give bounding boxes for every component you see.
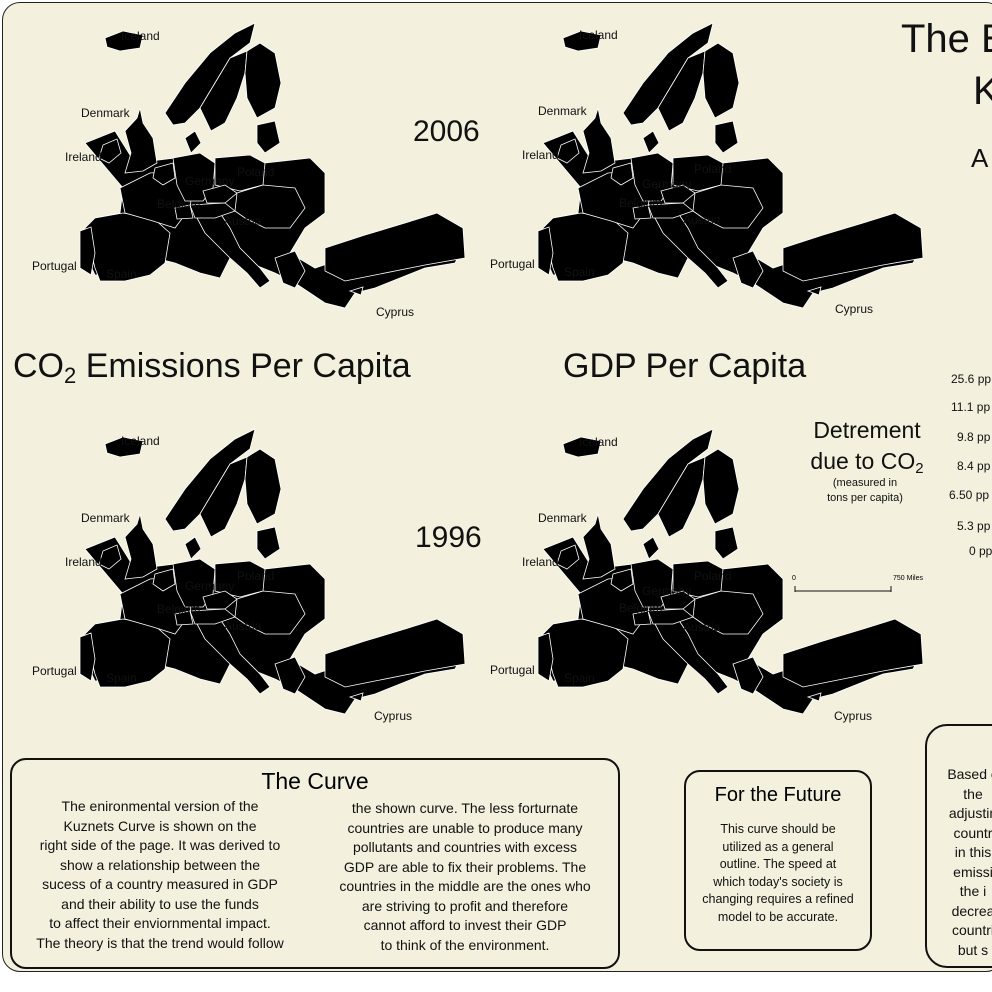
year-label-bottom: 1996: [415, 521, 482, 554]
map-label-germany: Germany: [642, 177, 692, 191]
main-title-line1: The E: [901, 17, 992, 61]
map-label-poland: Poland: [694, 162, 732, 176]
map-label-germany: Germany: [185, 579, 235, 593]
map-label-belgium: Belgium: [619, 601, 663, 615]
map-label-poland: Poland: [237, 569, 275, 583]
legend-value: 0 pp: [969, 544, 992, 558]
map-label-portugal: Portugal: [32, 664, 77, 678]
map-label-portugal: Portugal: [490, 663, 535, 677]
legend-subtitle-2: tons per capita): [827, 492, 903, 504]
legend-value: 6.50 pp: [949, 488, 990, 502]
future-box-text: This curve should be utilized as a gener…: [702, 822, 854, 924]
map-label-ireland: Ireland: [65, 150, 102, 164]
curve-box-title: The Curve: [261, 768, 369, 794]
map-label-denmark: Denmark: [81, 106, 130, 120]
poster-canvas: Iceland Denmark Ireland Poland Germany B…: [2, 2, 992, 972]
co2-section-title: CO2 Emissions Per Capita: [13, 347, 411, 388]
future-text-box: For the Future This curve should be util…: [684, 770, 872, 951]
legend-heading: Detrement: [813, 417, 921, 443]
map-label-denmark: Denmark: [538, 511, 587, 525]
legend-value: 25.6 pp: [951, 372, 992, 386]
right-text-box: [925, 724, 992, 968]
gdp-section-title: GDP Per Capita: [563, 347, 807, 385]
right-box-text: Based o the adjustin countr in this emis…: [947, 766, 992, 958]
map-label-poland: Poland: [694, 569, 732, 583]
map-label-iceland: Iceland: [121, 29, 160, 43]
map-label-ireland: Ireland: [522, 148, 559, 162]
map-label-cyprus: Cyprus: [374, 709, 413, 723]
map-label-portugal: Portugal: [32, 259, 77, 273]
map-label-denmark: Denmark: [81, 511, 130, 525]
curve-text-left: The enironmental version of the Kuznets …: [36, 798, 284, 951]
scale-end: 750 Miles: [893, 575, 923, 582]
map-label-cyprus: Cyprus: [376, 305, 415, 319]
curve-text-right: the shown curve. The less forturnate cou…: [339, 800, 591, 953]
map-label-ireland: Ireland: [522, 555, 559, 569]
map-label-iceland: Iceland: [579, 435, 618, 449]
map-label-austria: Austria: [224, 619, 262, 633]
scale-bar: [794, 586, 892, 592]
map-label-spain: Spain: [106, 671, 137, 685]
map-label-portugal: Portugal: [490, 257, 535, 271]
map-label-poland: Poland: [237, 165, 275, 179]
map-label-austria: Austria: [683, 620, 721, 634]
map-label-cyprus: Cyprus: [834, 709, 873, 723]
year-label-top: 2006: [413, 115, 480, 148]
legend-subtitle-1: (measured in: [832, 477, 898, 489]
map-label-austria: Austria: [224, 214, 262, 228]
subtitle-fragment: A: [971, 143, 989, 173]
future-box-title: For the Future: [714, 784, 842, 806]
map-label-spain: Spain: [564, 671, 595, 685]
map-label-spain: Spain: [106, 267, 137, 281]
map-label-austria: Austria: [683, 213, 721, 227]
map-label-germany: Germany: [185, 174, 235, 188]
scale-start: 0: [792, 575, 796, 582]
map-label-belgium: Belgium: [157, 197, 201, 211]
curve-text-box: The Curve: [10, 758, 620, 969]
legend-heading-co2: due to CO2: [810, 448, 924, 477]
map-label-germany: Germany: [642, 584, 692, 598]
map-label-ireland: Ireland: [65, 555, 102, 569]
legend-value: 9.8 pp: [957, 430, 991, 444]
legend-value: 5.3 pp: [957, 519, 991, 533]
map-label-iceland: Iceland: [121, 434, 160, 448]
main-title-line2: K: [973, 69, 992, 114]
legend-value: 11.1 pp: [951, 400, 991, 414]
map-label-denmark: Denmark: [538, 104, 587, 118]
map-label-belgium: Belgium: [619, 196, 663, 210]
map-label-belgium: Belgium: [157, 602, 201, 616]
legend-value: 8.4 pp: [957, 459, 991, 473]
map-label-spain: Spain: [564, 265, 595, 279]
map-label-cyprus: Cyprus: [835, 302, 874, 316]
map-label-iceland: Iceland: [579, 28, 618, 42]
